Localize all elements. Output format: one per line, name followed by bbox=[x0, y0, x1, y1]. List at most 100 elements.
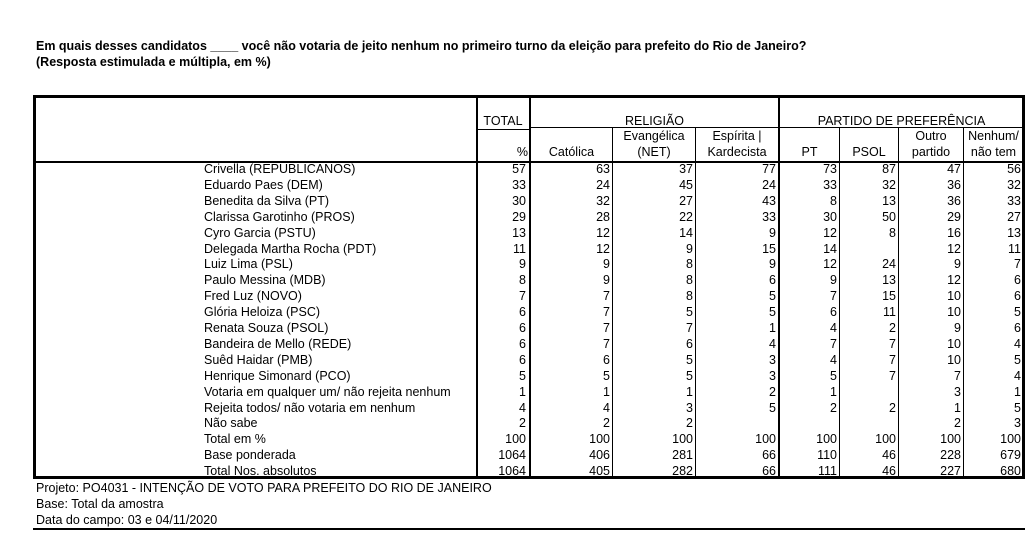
table-cell: 87 bbox=[882, 162, 896, 176]
table-cell: 1 bbox=[954, 400, 961, 415]
table-cell: 100 bbox=[875, 432, 896, 447]
table-cell: 3 bbox=[1014, 416, 1021, 431]
table-cell: 9 bbox=[686, 241, 693, 256]
table-cell: 2 bbox=[954, 416, 961, 431]
table-cell: 33 bbox=[1007, 193, 1021, 208]
col-catolica: Católica bbox=[548, 145, 595, 159]
table-cell: 6 bbox=[1014, 289, 1021, 304]
table-cell: 29 bbox=[947, 209, 961, 224]
table-cell: 63 bbox=[596, 162, 610, 176]
table-cell: 405 bbox=[589, 464, 610, 479]
col-outro: partido bbox=[911, 145, 951, 159]
table-cell: 1 bbox=[1014, 384, 1021, 399]
table-cell: 7 bbox=[603, 321, 610, 335]
row-label: Paulo Messina (MDB) bbox=[204, 273, 326, 288]
table-cell: 5 bbox=[686, 352, 693, 367]
row-label: Fred Luz (NOVO) bbox=[204, 289, 302, 304]
table-cell: 6 bbox=[519, 336, 526, 351]
table-cell: 1 bbox=[519, 384, 526, 399]
table-cell: 12 bbox=[823, 225, 837, 240]
table-cell: 9 bbox=[603, 257, 610, 272]
divider-psol-outro bbox=[898, 127, 899, 479]
table-cell: 4 bbox=[603, 400, 610, 415]
table-cell: 13 bbox=[882, 273, 896, 288]
table-cell: 2 bbox=[519, 416, 526, 431]
table-cell: 12 bbox=[947, 241, 961, 256]
table-cell: 5 bbox=[830, 368, 837, 383]
table-cell: 10 bbox=[947, 336, 961, 351]
table-cell: 36 bbox=[947, 193, 961, 208]
table-cell: 3 bbox=[686, 400, 693, 415]
table-cell: 110 bbox=[817, 448, 837, 463]
table-cell: 7 bbox=[603, 305, 610, 320]
table-cell: 24 bbox=[882, 257, 896, 272]
table-cell: 100 bbox=[816, 432, 837, 447]
table-cell: 6 bbox=[830, 305, 837, 320]
table-cell: 7 bbox=[686, 321, 693, 335]
table-cell: 50 bbox=[882, 209, 896, 224]
table-cell: 7 bbox=[603, 336, 610, 351]
table-cell: 9 bbox=[603, 273, 610, 288]
table-cell: 13 bbox=[1007, 225, 1021, 240]
table-cell: 30 bbox=[512, 193, 526, 208]
table-cell: 1 bbox=[686, 384, 693, 399]
table-cell: 3 bbox=[954, 384, 961, 399]
divider-outro-nenhum bbox=[963, 127, 964, 479]
col-evangelica-line1: Evangélica bbox=[623, 129, 685, 143]
table-cell: 8 bbox=[830, 193, 837, 208]
table-cell: 5 bbox=[769, 400, 776, 415]
row-label: Suêd Haidar (PMB) bbox=[204, 352, 313, 367]
table-cell: 227 bbox=[940, 464, 961, 479]
table-cell: 7 bbox=[889, 352, 896, 367]
table-cell: 4 bbox=[830, 352, 837, 367]
row-label: Clarissa Garotinho (PROS) bbox=[204, 209, 355, 224]
table-cell: 1 bbox=[769, 321, 776, 335]
table-cell: 7 bbox=[889, 336, 896, 351]
col-outro-line1: Outro bbox=[915, 129, 947, 143]
table-cell: 11 bbox=[513, 241, 526, 256]
table-cell: 10 bbox=[947, 305, 961, 320]
table-cell: 8 bbox=[889, 225, 896, 240]
table-cell: 111 bbox=[817, 464, 837, 479]
col-evangelica: (NET) bbox=[637, 145, 671, 159]
table-cell: 66 bbox=[762, 448, 776, 463]
table-cell: 5 bbox=[603, 368, 610, 383]
table-cell: 32 bbox=[1007, 177, 1021, 192]
table-cell: 10 bbox=[947, 289, 961, 304]
table-cell: 33 bbox=[512, 177, 526, 192]
table-cell: 8 bbox=[686, 273, 693, 288]
table-cell: 228 bbox=[940, 448, 961, 463]
col-espirita-line1: Espírita | bbox=[712, 129, 762, 143]
col-espirita: Kardecista bbox=[707, 145, 767, 159]
table-cell: 9 bbox=[519, 257, 526, 272]
table-cell: 6 bbox=[1014, 273, 1021, 288]
table-cell: 6 bbox=[769, 273, 776, 288]
table-cell: 4 bbox=[1014, 368, 1021, 383]
table-cell: 100 bbox=[755, 432, 776, 447]
footer-projeto: Projeto: PO4031 - INTENÇÃO DE VOTO PARA … bbox=[36, 481, 492, 495]
table-cell: 2 bbox=[686, 416, 693, 431]
table-cell: 5 bbox=[769, 289, 776, 304]
table-cell: 5 bbox=[769, 305, 776, 320]
row-label: Base ponderada bbox=[204, 448, 296, 463]
row-label: Delegada Martha Rocha (PDT) bbox=[204, 241, 377, 256]
table-cell: 46 bbox=[882, 448, 896, 463]
row-label: Rejeita todos/ não votaria em nenhum bbox=[204, 400, 416, 415]
table-cell: 9 bbox=[830, 273, 837, 288]
row-label: Henrique Simonard (PCO) bbox=[204, 368, 351, 383]
table-cell: 4 bbox=[519, 400, 526, 415]
table-cell: 8 bbox=[519, 273, 526, 288]
col-nenhum-line1: Nenhum/ bbox=[968, 129, 1019, 143]
row-label: Glória Heloiza (PSC) bbox=[204, 305, 321, 320]
question-subtitle: (Resposta estimulada e múltipla, em %) bbox=[36, 55, 271, 69]
table-cell: 6 bbox=[1014, 321, 1021, 335]
table-cell: 33 bbox=[823, 177, 837, 192]
table-cell: 4 bbox=[769, 336, 776, 351]
row-label: Não sabe bbox=[204, 416, 258, 431]
header-partido: PARTIDO DE PREFERÊNCIA bbox=[817, 114, 986, 128]
table-cell: 15 bbox=[762, 241, 776, 256]
row-label: Luiz Lima (PSL) bbox=[204, 257, 293, 272]
row-label: Renata Souza (PSOL) bbox=[204, 321, 329, 335]
table-cell: 13 bbox=[512, 225, 526, 240]
table-cell: 32 bbox=[596, 193, 610, 208]
